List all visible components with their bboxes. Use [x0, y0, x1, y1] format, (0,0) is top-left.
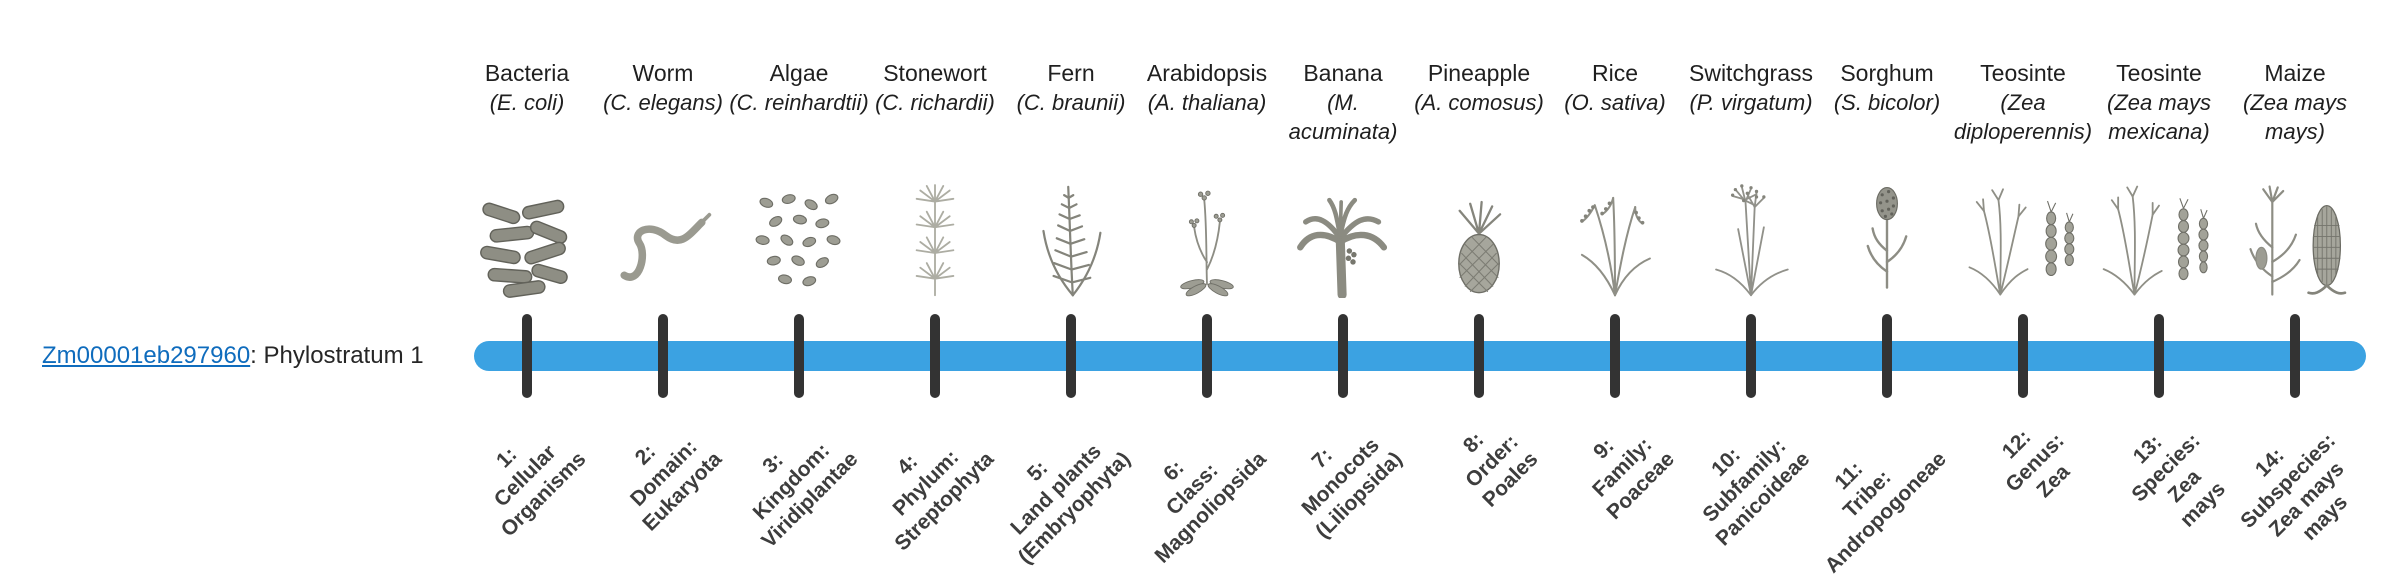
species-column-sorghum: Sorghum (S. bicolor) [1814, 58, 1960, 298]
species-column-banana: Banana (M. acuminata) [1270, 58, 1416, 298]
phylostratum-label: 3: Kingdom: Viridiplantae [749, 438, 863, 553]
phylostratum-label: 12: Genus: Zea [1997, 425, 2074, 503]
phylostratum-label: 8: Order: Poales [1459, 428, 1543, 512]
species-column-bacteria: Bacteria (E. coli) [454, 58, 600, 298]
species-common-name: Sorghum [1840, 60, 1934, 86]
switchgrass-icon [1678, 146, 1824, 298]
phylostratum-label: 13: Species: Zea mays [2127, 429, 2230, 532]
phylostratum-bar [474, 341, 2366, 371]
algae-icon [726, 146, 872, 298]
species-common-name: Stonewort [883, 60, 987, 86]
tick-mark [658, 314, 668, 398]
phylostratum-label: 7: Monocots (Liliopsida) [1297, 433, 1407, 543]
tick-mark [930, 314, 940, 398]
arabidopsis-icon [1134, 146, 1280, 298]
species-latin-name: (O. sativa) [1564, 90, 1666, 115]
species-common-name: Rice [1591, 60, 1638, 86]
species-column-maize: Maize (Zea mays mays) [2222, 58, 2368, 298]
species-latin-name: (A. thaliana) [1147, 90, 1267, 115]
species-common-name: Bacteria [484, 60, 570, 86]
species-latin-name: (C. reinhardtii) [729, 90, 869, 115]
rice-icon [1542, 146, 1688, 298]
species-latin-name: (P. virgatum) [1689, 90, 1813, 115]
species-column-pineapple: Pineapple (A. comosus) [1406, 58, 1552, 298]
pineapple-icon [1406, 146, 1552, 298]
maize-icon [2222, 146, 2368, 298]
species-column-teosinte-mexicana: Teosinte (Zea mays mexicana) [2086, 58, 2232, 298]
tick-mark [2018, 314, 2028, 398]
species-column-switchgrass: Switchgrass (P. virgatum) [1678, 58, 1824, 298]
phylostratum-label: 1: Cellular Organisms [490, 440, 591, 542]
species-common-name: Fern [1047, 60, 1095, 86]
gene-phylostratum-text: : Phylostratum 1 [250, 342, 424, 369]
species-common-name: Maize [2264, 60, 2326, 86]
species-column-algae: Algae (C. reinhardtii) [726, 58, 872, 298]
species-column-arabidopsis: Arabidopsis (A. thaliana) [1134, 58, 1280, 298]
species-common-name: Teosinte [2116, 60, 2202, 86]
tick-mark [2154, 314, 2164, 398]
species-common-name: Pineapple [1427, 60, 1531, 86]
stonewort-icon [862, 146, 1008, 298]
species-common-name: Worm [632, 60, 694, 86]
phylostratum-label: 9: Family: Poaceae [1587, 433, 1679, 525]
species-latin-name: (C. elegans) [603, 90, 723, 115]
species-latin-name: (M. acuminata) [1288, 90, 1398, 144]
teosinte-mexicana-icon [2086, 146, 2232, 298]
tick-mark [1882, 314, 1892, 398]
gene-label: Zm00001eb297960: Phylostratum 1 [42, 341, 424, 371]
species-column-rice: Rice (O. sativa) [1542, 58, 1688, 298]
tick-mark [2290, 314, 2300, 398]
tick-mark [1746, 314, 1756, 398]
tick-mark [1338, 314, 1348, 398]
species-latin-name: (A. comosus) [1414, 90, 1544, 115]
sorghum-icon [1814, 146, 1960, 298]
species-common-name: Teosinte [1980, 60, 2066, 86]
species-common-name: Banana [1303, 60, 1383, 86]
species-column-fern: Fern (C. braunii) [998, 58, 1144, 298]
phylostratum-label: 6: Class: Magnoliopsida [1150, 447, 1271, 568]
phylostratum-label: 4: Phylum: Streptophyta [889, 445, 999, 556]
tick-mark [1202, 314, 1212, 398]
species-common-name: Switchgrass [1689, 60, 1813, 86]
species-latin-name: (C. braunii) [1016, 90, 1126, 115]
phylostratum-label: 14: Subspecies: Zea mays mays [2236, 429, 2353, 545]
species-column-teosinte-diploperennis: Teosinte (Zea diploperennis) [1950, 58, 2096, 298]
species-latin-name: (Zea mays mays) [2243, 90, 2347, 144]
phylostratum-label: 2: Domain: Eukaryota [626, 435, 727, 536]
teosinte-diploperennis-icon [1950, 146, 2096, 298]
tick-mark [794, 314, 804, 398]
tick-mark [1610, 314, 1620, 398]
phylostratum-label: 11: Tribe: Andropogoneae [1820, 447, 1951, 578]
species-latin-name: (E. coli) [489, 90, 565, 115]
bacteria-icon [454, 146, 600, 298]
gene-link[interactable]: Zm00001eb297960 [42, 342, 251, 369]
tick-mark [522, 314, 532, 398]
species-column-worm: Worm (C. elegans) [590, 58, 736, 298]
tick-mark [1474, 314, 1484, 398]
species-column-stonewort: Stonewort (C. richardii) [862, 58, 1008, 298]
species-latin-name: (S. bicolor) [1833, 90, 1941, 115]
species-common-name: Algae [769, 60, 829, 86]
fern-icon [998, 146, 1144, 298]
species-latin-name: (Zea mays mexicana) [2107, 90, 2211, 144]
phylostratum-label: 5: Land plants (Embryophyta) [1006, 439, 1135, 569]
species-common-name: Arabidopsis [1146, 60, 1268, 86]
species-latin-name: (C. richardii) [875, 90, 995, 115]
species-latin-name: (Zea diploperennis) [1953, 90, 2093, 144]
banana-icon [1270, 146, 1416, 298]
worm-icon [590, 146, 736, 298]
tick-mark [1066, 314, 1076, 398]
